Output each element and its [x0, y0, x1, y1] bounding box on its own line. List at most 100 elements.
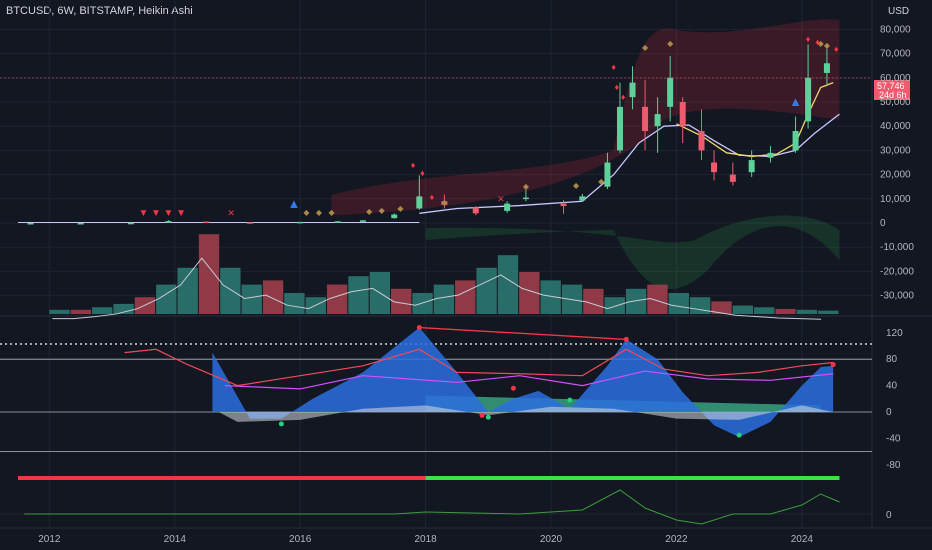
price-tick-label: 50,000 — [880, 97, 911, 108]
trend-bar — [18, 476, 426, 480]
time-tick-label: 2020 — [540, 534, 563, 545]
candle-body — [359, 220, 366, 222]
osc-dot — [416, 325, 422, 331]
volume-bar — [754, 307, 775, 314]
sell-marker-icon: ♦ — [420, 168, 425, 178]
price-tick-label: 60,000 — [880, 73, 911, 84]
candle-body — [698, 131, 705, 151]
volume-bar — [70, 309, 92, 314]
price-tick-label: 20,000 — [880, 170, 911, 181]
osc-dot — [510, 385, 516, 391]
candle-body — [667, 77, 674, 107]
volume-bar — [49, 309, 70, 314]
candle-body — [77, 222, 84, 225]
volume-bar — [796, 309, 818, 314]
candle-body — [504, 203, 511, 211]
volume-bar — [625, 288, 647, 314]
osc-dot — [623, 336, 629, 342]
trend-bar — [425, 476, 840, 480]
candle-body — [616, 106, 623, 151]
volume-bar — [668, 293, 689, 314]
osc-dot — [567, 397, 573, 403]
sell-marker-icon: ♦ — [806, 34, 811, 44]
divergence-line — [419, 326, 627, 341]
diamond-marker-icon: ◆ — [397, 204, 404, 213]
volume-ma-line — [52, 257, 822, 320]
volume-bar — [497, 255, 519, 314]
osc-tick-label: -80 — [886, 460, 901, 471]
upper-band — [331, 19, 840, 216]
ma-short-line — [676, 82, 834, 158]
candle-body — [334, 221, 341, 223]
candle-body — [823, 63, 830, 73]
osc-tick-label: 0 — [886, 407, 892, 418]
osc-dot — [479, 412, 485, 418]
osc-histogram — [218, 405, 834, 422]
volume-bar — [241, 284, 262, 314]
candle-body — [522, 197, 529, 200]
rsi-line — [124, 348, 834, 387]
osc-tick-label: -40 — [886, 433, 901, 444]
sell-marker-icon: ▼ — [151, 208, 161, 219]
osc-tick-label: 40 — [886, 381, 898, 392]
volume-bar — [775, 308, 796, 314]
price-tick-label: 40,000 — [880, 121, 911, 132]
volume-bar — [647, 284, 668, 314]
candle-body — [579, 196, 586, 201]
price-tick-label: -30,000 — [880, 291, 914, 302]
candle-body — [472, 207, 479, 214]
sub-tick-label: 0 — [886, 510, 892, 521]
osc-dot — [278, 421, 284, 427]
price-tick-label: 70,000 — [880, 49, 911, 60]
diamond-marker-icon: ◆ — [667, 39, 674, 48]
sell-marker-icon: ♦ — [611, 62, 616, 72]
price-tick-label: 10,000 — [880, 194, 911, 205]
diamond-marker-icon: ◆ — [366, 207, 373, 216]
candle-body — [805, 77, 812, 122]
sell-marker-icon: ▼ — [164, 208, 174, 219]
diamond-marker-icon: ◆ — [642, 43, 649, 52]
sell-marker-icon: ♦ — [815, 37, 820, 47]
diamond-marker-icon: ◆ — [818, 39, 825, 48]
diamond-marker-icon: ◆ — [523, 182, 530, 191]
candle-body — [560, 203, 567, 207]
time-tick-label: 2024 — [791, 534, 814, 545]
sell-marker-icon: ▼ — [176, 208, 186, 219]
volume-bar — [711, 301, 732, 314]
candle-body — [679, 102, 686, 127]
price-tick-label: 80,000 — [880, 24, 911, 35]
volume-bar — [476, 267, 497, 314]
volume-bar — [284, 293, 305, 314]
lower-band — [425, 215, 840, 290]
volume-bar — [433, 284, 455, 314]
diamond-marker-icon: ◆ — [441, 198, 448, 207]
osc-dot — [485, 414, 491, 420]
time-tick-label: 2014 — [164, 534, 187, 545]
candle-body — [604, 162, 611, 187]
time-tick-label: 2012 — [38, 534, 61, 545]
candle-body — [297, 221, 304, 224]
osc-dot — [736, 432, 742, 438]
candle-body — [165, 221, 172, 223]
volume-bar — [689, 297, 711, 314]
time-tick-label: 2022 — [665, 534, 688, 545]
candle-body — [792, 131, 799, 151]
volume-bar — [391, 288, 412, 314]
candle-body — [748, 160, 755, 173]
diamond-marker-icon: ◆ — [328, 208, 335, 217]
volume-bar — [177, 267, 198, 314]
diamond-marker-icon: ◆ — [303, 208, 310, 217]
volume-bar — [519, 272, 540, 314]
buy-triangle-icon: ▲ — [789, 94, 802, 109]
diamond-marker-icon: ◆ — [573, 181, 580, 190]
sell-marker-icon: ▼ — [138, 208, 148, 219]
candle-body — [642, 106, 649, 132]
signal-line — [224, 370, 834, 390]
candle-body — [767, 152, 774, 158]
cross-marker-icon: ✕ — [497, 194, 505, 204]
time-tick-label: 2018 — [414, 534, 437, 545]
candle-body — [203, 221, 210, 224]
candle-body — [416, 196, 423, 209]
volume-bar — [220, 267, 241, 314]
